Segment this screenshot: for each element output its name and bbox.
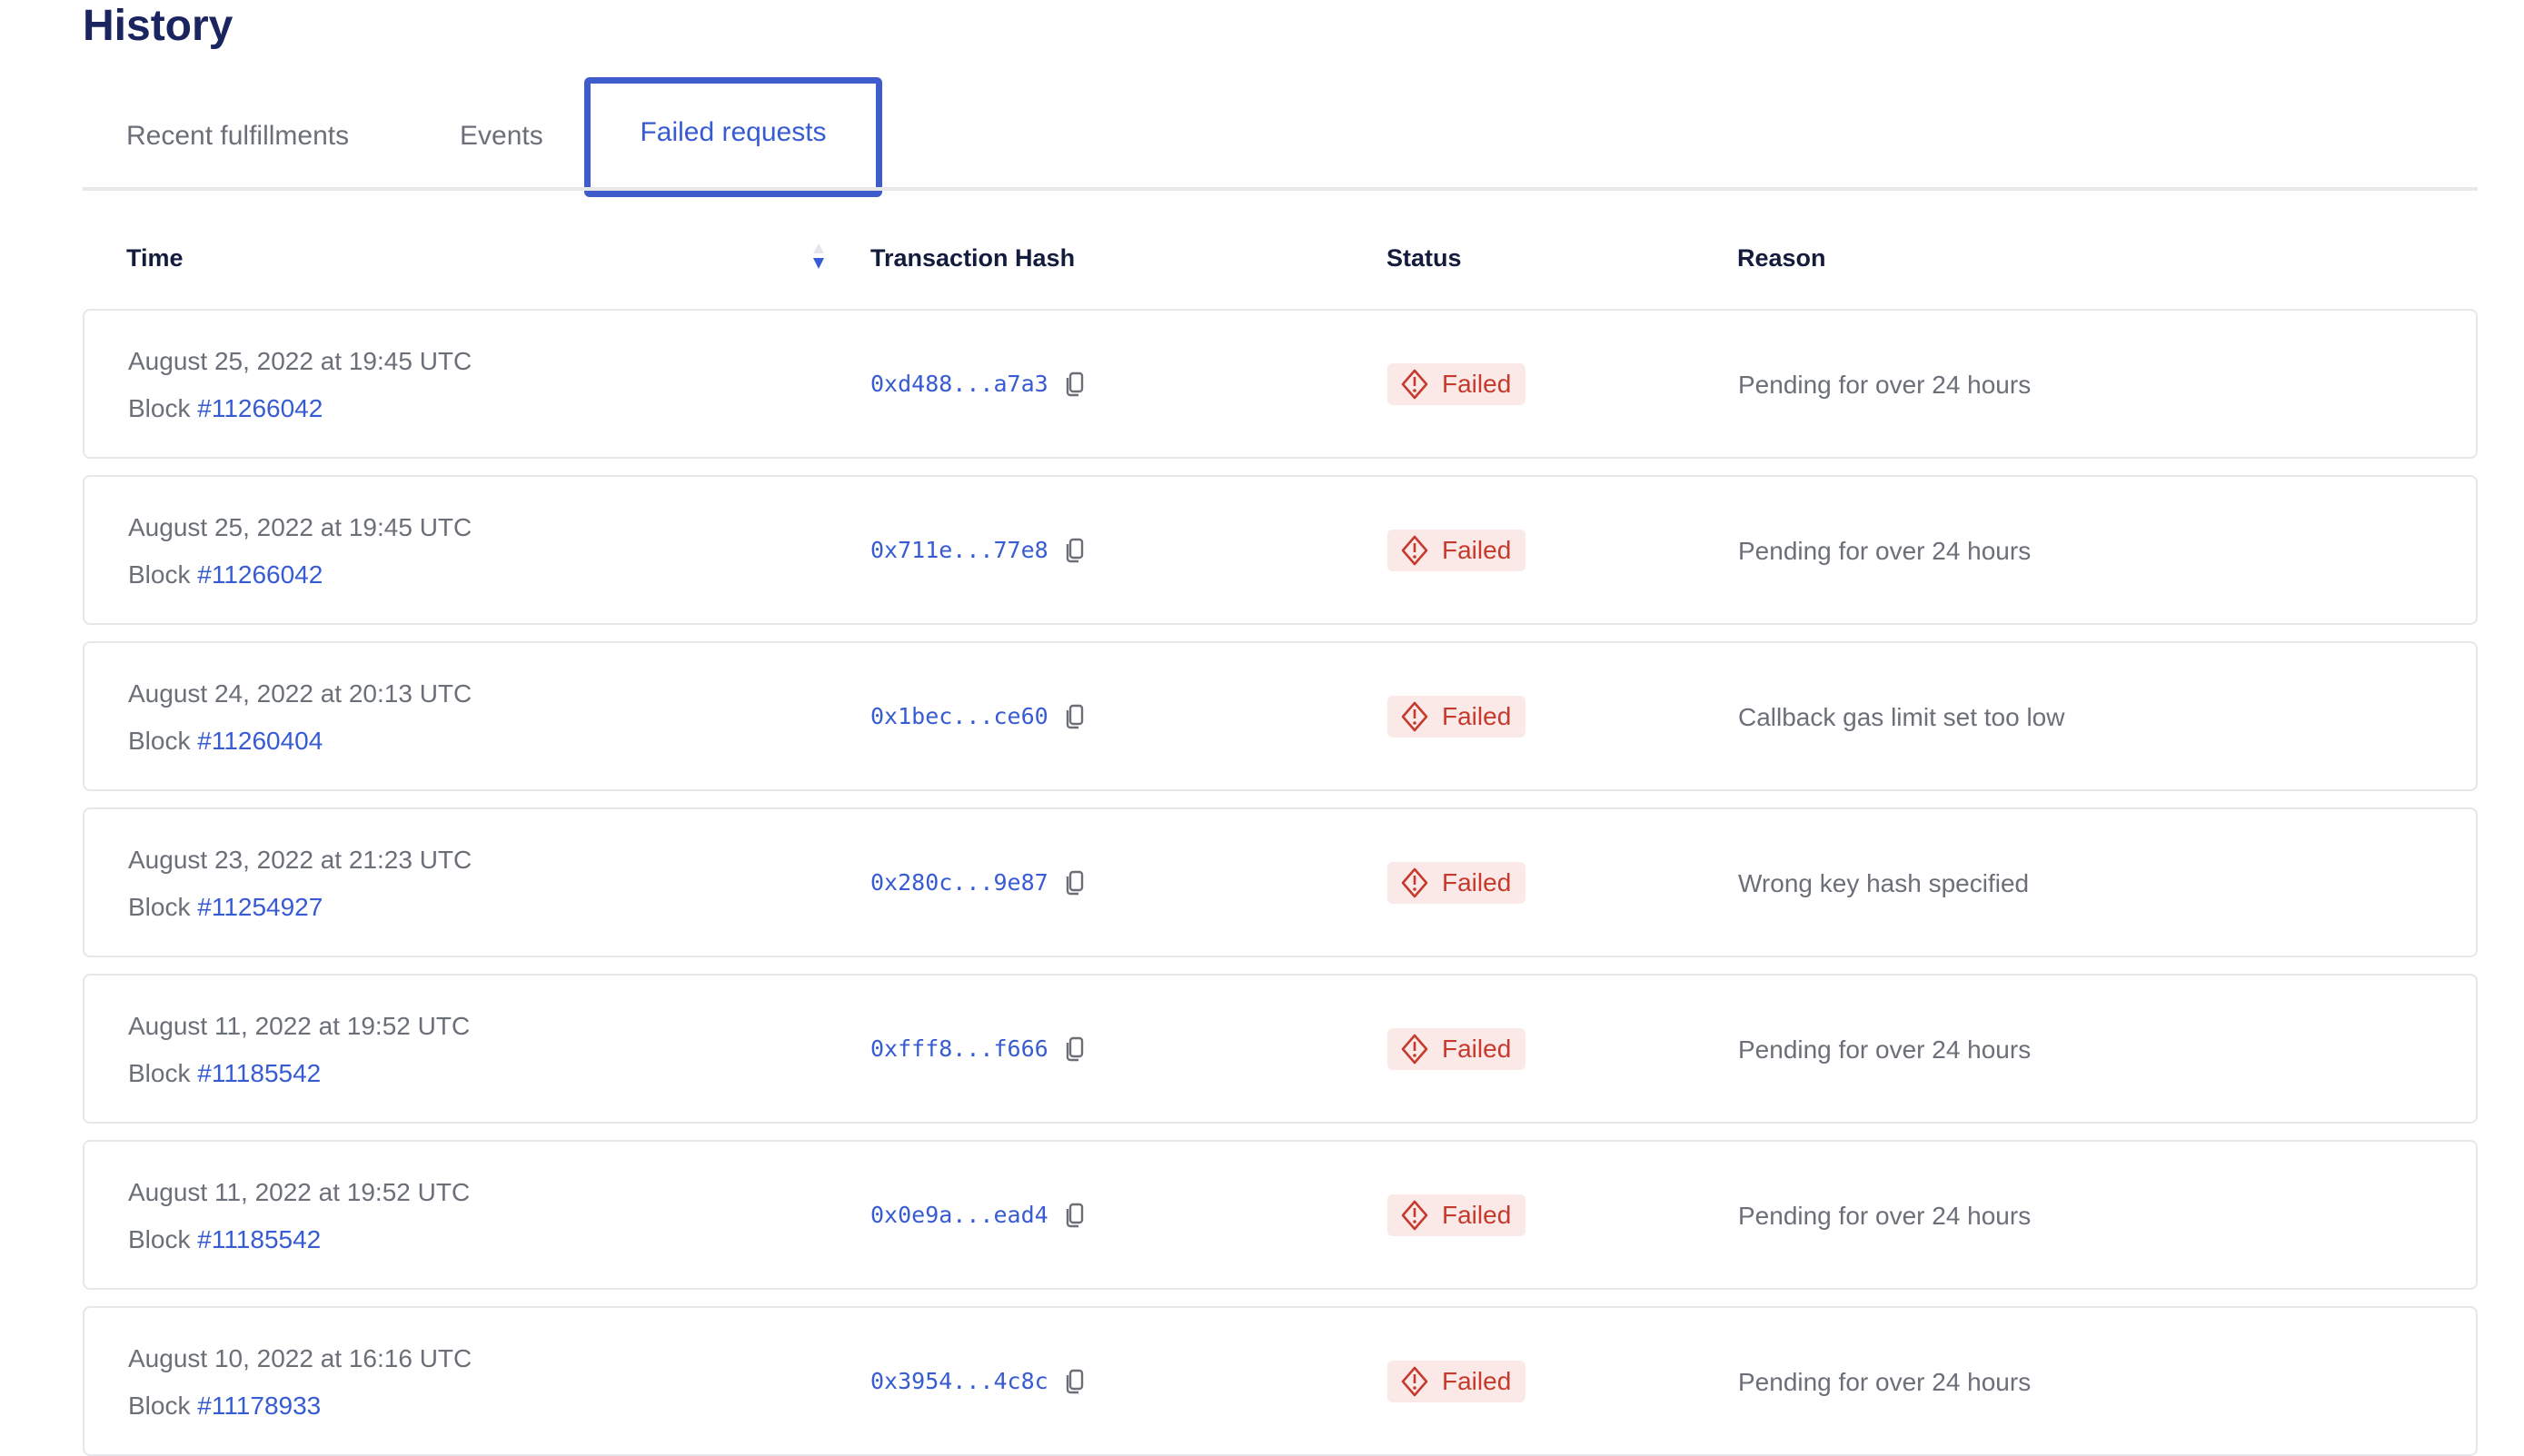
status-text: Failed — [1442, 702, 1512, 730]
failure-reason: Pending for over 24 hours — [1738, 1368, 2032, 1396]
status-badge: Failed — [1387, 363, 1526, 405]
status-text: Failed — [1442, 370, 1512, 398]
status-text: Failed — [1442, 868, 1512, 896]
status-text: Failed — [1442, 1367, 1512, 1395]
warning-diamond-icon — [1401, 369, 1428, 400]
warning-diamond-icon — [1401, 701, 1428, 732]
transaction-hash: 0xfff8...f666 — [870, 1035, 1085, 1062]
transaction-hash-link[interactable]: 0x1bec...ce60 — [870, 703, 1048, 729]
status-text: Failed — [1442, 1201, 1512, 1229]
warning-diamond-icon — [1401, 867, 1428, 898]
transaction-hash: 0x1bec...ce60 — [870, 703, 1085, 729]
status-text: Failed — [1442, 536, 1512, 564]
transaction-hash-link[interactable]: 0xfff8...f666 — [870, 1035, 1048, 1062]
row-block: Block #11178933 — [128, 1392, 321, 1421]
tab-recent-fulfillments[interactable]: Recent fulfillments — [126, 121, 350, 151]
sort-descending-icon[interactable] — [810, 242, 828, 274]
failure-reason: Pending for over 24 hours — [1738, 537, 2032, 565]
block-link[interactable]: #11185542 — [197, 1059, 322, 1087]
table-row: August 11, 2022 at 19:52 UTC Block #1118… — [83, 1140, 2478, 1290]
transaction-hash: 0x711e...77e8 — [870, 537, 1085, 563]
transaction-hash: 0x280c...9e87 — [870, 869, 1085, 896]
row-block: Block #11266042 — [128, 394, 323, 423]
transaction-hash-link[interactable]: 0x280c...9e87 — [870, 869, 1048, 896]
copy-icon[interactable] — [1065, 1369, 1085, 1394]
page-title: History — [83, 2, 234, 50]
row-block: Block #11260404 — [128, 727, 323, 756]
status-badge: Failed — [1387, 1361, 1526, 1402]
row-date: August 11, 2022 at 19:52 UTC — [128, 1012, 471, 1040]
status-badge: Failed — [1387, 862, 1526, 904]
block-link[interactable]: #11266042 — [197, 560, 323, 589]
block-label: Block — [128, 1392, 191, 1420]
block-label: Block — [128, 1225, 191, 1253]
transaction-hash: 0x0e9a...ead4 — [870, 1202, 1085, 1228]
block-link[interactable]: #11254927 — [197, 893, 323, 921]
row-block: Block #11254927 — [128, 893, 323, 922]
row-block: Block #11185542 — [128, 1225, 321, 1254]
row-date: August 24, 2022 at 20:13 UTC — [128, 679, 472, 708]
column-header-status: Status — [1386, 244, 1462, 272]
copy-icon[interactable] — [1065, 1036, 1085, 1062]
copy-icon[interactable] — [1065, 538, 1085, 563]
warning-diamond-icon — [1401, 1200, 1428, 1231]
column-header-reason: Reason — [1737, 244, 1826, 272]
table-row: August 11, 2022 at 19:52 UTC Block #1118… — [83, 974, 2478, 1124]
block-link[interactable]: #11266042 — [197, 394, 323, 422]
failure-reason: Callback gas limit set too low — [1738, 703, 2065, 731]
status-badge: Failed — [1387, 530, 1526, 571]
row-date: August 25, 2022 at 19:45 UTC — [128, 513, 472, 541]
block-link[interactable]: #11185542 — [197, 1225, 322, 1253]
row-date: August 25, 2022 at 19:45 UTC — [128, 347, 472, 375]
transaction-hash-link[interactable]: 0xd488...a7a3 — [870, 371, 1048, 397]
status-text: Failed — [1442, 1035, 1512, 1063]
copy-icon[interactable] — [1065, 371, 1085, 397]
block-label: Block — [128, 893, 191, 921]
copy-icon[interactable] — [1065, 1203, 1085, 1228]
tab-failed-requests[interactable]: Failed requests — [584, 77, 882, 197]
status-badge: Failed — [1387, 696, 1526, 738]
status-badge: Failed — [1387, 1028, 1526, 1070]
transaction-hash-link[interactable]: 0x711e...77e8 — [870, 537, 1048, 563]
column-header-time[interactable]: Time — [126, 244, 184, 272]
block-link[interactable]: #11260404 — [197, 727, 323, 755]
table-row: August 25, 2022 at 19:45 UTC Block #1126… — [83, 309, 2478, 459]
block-label: Block — [128, 1059, 191, 1087]
tabs-divider — [83, 187, 2478, 191]
column-header-transaction-hash: Transaction Hash — [870, 244, 1076, 272]
block-label: Block — [128, 727, 191, 755]
block-label: Block — [128, 394, 191, 422]
table-row: August 10, 2022 at 16:16 UTC Block #1117… — [83, 1306, 2478, 1456]
failure-reason: Pending for over 24 hours — [1738, 1202, 2032, 1230]
tab-events[interactable]: Events — [460, 121, 543, 151]
table-row: August 25, 2022 at 19:45 UTC Block #1126… — [83, 475, 2478, 625]
transaction-hash: 0xd488...a7a3 — [870, 371, 1085, 397]
failure-reason: Wrong key hash specified — [1738, 869, 2030, 897]
copy-icon[interactable] — [1065, 870, 1085, 896]
warning-diamond-icon — [1401, 535, 1428, 566]
transaction-hash-link[interactable]: 0x3954...4c8c — [870, 1368, 1048, 1394]
copy-icon[interactable] — [1065, 704, 1085, 729]
block-link[interactable]: #11178933 — [197, 1392, 322, 1420]
transaction-hash-link[interactable]: 0x0e9a...ead4 — [870, 1202, 1048, 1228]
block-label: Block — [128, 560, 191, 589]
table-row: August 24, 2022 at 20:13 UTC Block #1126… — [83, 641, 2478, 791]
failure-reason: Pending for over 24 hours — [1738, 371, 2032, 399]
warning-diamond-icon — [1401, 1034, 1428, 1065]
failure-reason: Pending for over 24 hours — [1738, 1035, 2032, 1064]
status-badge: Failed — [1387, 1194, 1526, 1236]
row-block: Block #11185542 — [128, 1059, 321, 1088]
row-date: August 23, 2022 at 21:23 UTC — [128, 846, 472, 874]
row-date: August 10, 2022 at 16:16 UTC — [128, 1344, 472, 1372]
transaction-hash: 0x3954...4c8c — [870, 1368, 1085, 1394]
row-block: Block #11266042 — [128, 560, 323, 589]
table-row: August 23, 2022 at 21:23 UTC Block #1125… — [83, 807, 2478, 957]
warning-diamond-icon — [1401, 1366, 1428, 1397]
row-date: August 11, 2022 at 19:52 UTC — [128, 1178, 471, 1206]
